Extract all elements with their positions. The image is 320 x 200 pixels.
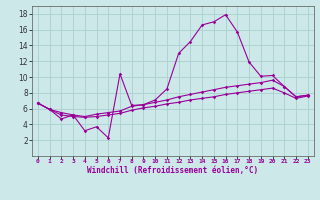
X-axis label: Windchill (Refroidissement éolien,°C): Windchill (Refroidissement éolien,°C) — [87, 166, 258, 175]
